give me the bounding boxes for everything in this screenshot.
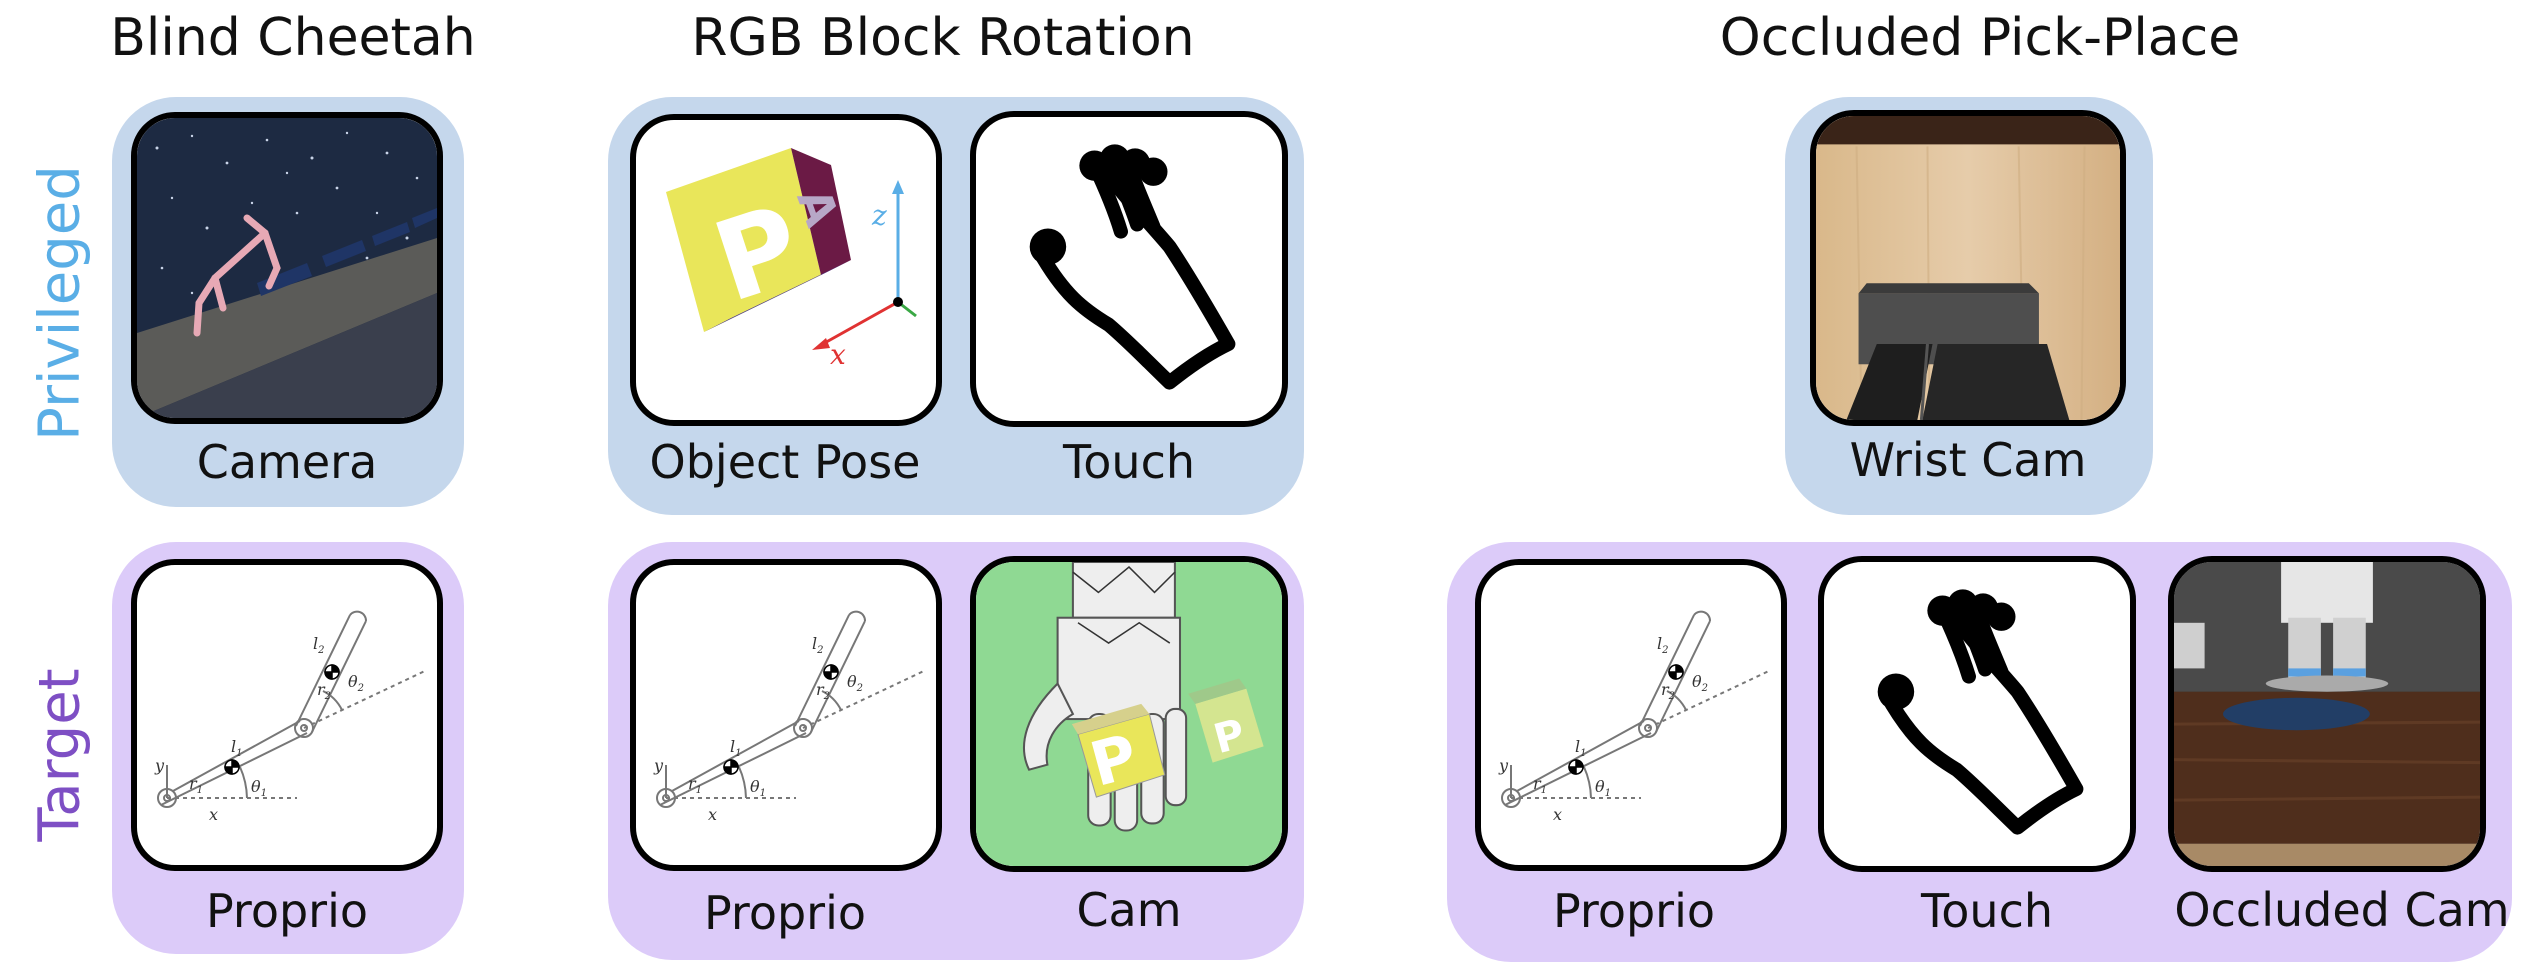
object-pose-image: P A z x <box>666 148 917 371</box>
label-rgb-touch: Touch <box>1062 435 1196 489</box>
label-pp-proprio: Proprio <box>1552 884 1716 938</box>
svg-text:x: x <box>1553 805 1562 824</box>
tile-pp-occluded-cam <box>2168 556 2486 872</box>
svg-text:x: x <box>708 805 717 824</box>
svg-text:r2: r2 <box>816 680 830 702</box>
tile-rgb-touch <box>970 111 1288 427</box>
cheetah-scene-image <box>137 118 437 418</box>
tile-rgb-proprio: l1 l2 r1 r2 θ1 θ2 x y <box>630 559 942 871</box>
title-rgb-block-rotation: RGB Block Rotation <box>691 8 1195 68</box>
tile-rgb-object-pose: P A z x <box>630 114 942 426</box>
svg-text:l2: l2 <box>812 634 824 656</box>
row-label-target: Target <box>27 668 93 842</box>
svg-text:l1: l1 <box>1575 737 1587 759</box>
svg-text:x: x <box>830 338 846 371</box>
hand-icon <box>1824 562 2130 866</box>
svg-text:l1: l1 <box>231 737 243 759</box>
label-cheetah-camera: Camera <box>196 435 378 489</box>
arm-diagram-image: l1 l2 r1 r2 θ1 θ2 x y <box>1498 565 1781 824</box>
row-label-privileged: Privileged <box>27 165 93 441</box>
label-rgb-cam: Cam <box>1076 883 1182 937</box>
svg-text:r1: r1 <box>1533 774 1547 796</box>
title-occluded-pick-place: Occluded Pick-Place <box>1719 8 2241 68</box>
svg-text:r2: r2 <box>317 680 331 702</box>
hand-icon <box>976 117 1282 421</box>
tile-pp-wrist-cam <box>1810 110 2126 426</box>
label-pp-touch: Touch <box>1920 884 2054 938</box>
svg-text:θ2: θ2 <box>1692 672 1708 694</box>
label-pp-wrist-cam: Wrist Cam <box>1849 433 2087 487</box>
svg-text:θ1: θ1 <box>750 777 766 799</box>
svg-text:y: y <box>1498 756 1509 775</box>
svg-text:θ1: θ1 <box>251 777 267 799</box>
svg-text:θ1: θ1 <box>1595 777 1611 799</box>
label-rgb-object-pose: Object Pose <box>649 435 921 489</box>
tile-cheetah-camera <box>131 112 443 424</box>
arm-diagram-image: l1 l2 r1 r2 θ1 θ2 x y <box>653 565 936 824</box>
title-blind-cheetah: Blind Cheetah <box>110 8 476 68</box>
label-cheetah-proprio: Proprio <box>205 884 369 938</box>
svg-text:r1: r1 <box>688 774 702 796</box>
svg-text:r2: r2 <box>1661 680 1675 702</box>
svg-text:θ2: θ2 <box>348 672 364 694</box>
label-rgb-proprio: Proprio <box>703 886 867 940</box>
arm-diagram-image: l1 l2 r1 r2 θ1 θ2 x y <box>154 565 437 824</box>
svg-text:y: y <box>653 756 664 775</box>
svg-text:θ2: θ2 <box>847 672 863 694</box>
wrist-cam-image <box>1816 116 2120 420</box>
svg-text:l2: l2 <box>313 634 325 656</box>
tile-pp-proprio: l1 l2 r1 r2 θ1 θ2 x y <box>1475 559 1787 871</box>
robot-hand-cam-image: P P <box>976 562 1282 866</box>
tile-rgb-cam: P P <box>970 556 1288 872</box>
svg-text:l2: l2 <box>1657 634 1669 656</box>
tile-cheetah-proprio: l1 l2 r1 r2 θ1 θ2 x y <box>131 559 443 871</box>
svg-text:z: z <box>871 199 887 232</box>
svg-text:x: x <box>209 805 218 824</box>
tile-pp-touch <box>1818 556 2136 872</box>
label-pp-occluded-cam: Occluded Cam <box>2174 883 2510 937</box>
svg-text:l1: l1 <box>730 737 742 759</box>
svg-text:r1: r1 <box>189 774 203 796</box>
svg-text:y: y <box>154 756 165 775</box>
occluded-cam-image <box>2174 562 2480 866</box>
